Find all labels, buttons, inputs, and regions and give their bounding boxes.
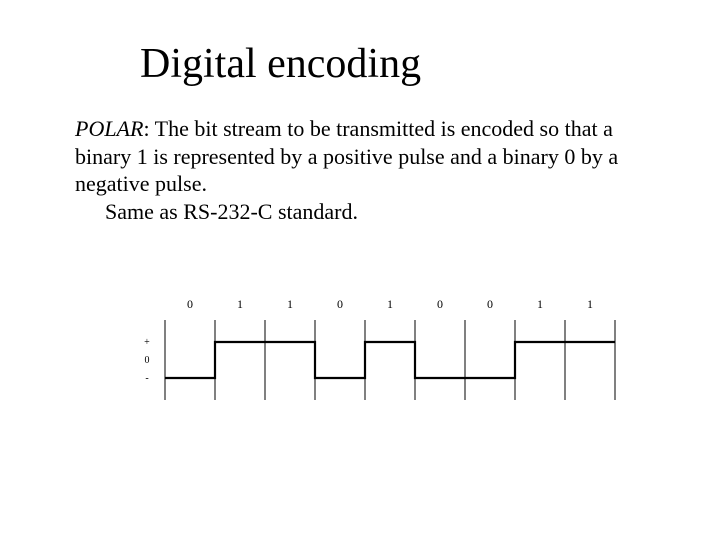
svg-text:0: 0 [437, 297, 443, 311]
axis-level-labels: +0 - [144, 337, 150, 384]
body-paragraph: POLAR: The bit stream to be transmitted … [75, 115, 635, 225]
svg-text:1: 1 [537, 297, 543, 311]
svg-text:1: 1 [387, 297, 393, 311]
svg-text:+: + [144, 337, 150, 348]
svg-text:-: - [145, 373, 148, 384]
svg-text:0: 0 [145, 355, 150, 366]
polar-waveform-path [165, 342, 615, 378]
body-para-text: : The bit stream to be transmitted is en… [75, 116, 618, 196]
svg-text:0: 0 [337, 297, 343, 311]
bit-grid-lines [165, 320, 615, 400]
svg-text:0: 0 [487, 297, 493, 311]
polar-waveform-diagram: 0 1 1 0 1 0 0 1 1 +0 - [135, 290, 625, 420]
svg-text:1: 1 [287, 297, 293, 311]
bit-labels-row: 0 1 1 0 1 0 0 1 1 [187, 297, 593, 311]
svg-text:0: 0 [187, 297, 193, 311]
page-title: Digital encoding [140, 40, 421, 88]
svg-text:1: 1 [587, 297, 593, 311]
emphasis-lead: POLAR [75, 116, 143, 141]
body-indent-line: Same as RS-232-C standard. [105, 198, 635, 226]
svg-text:1: 1 [237, 297, 243, 311]
